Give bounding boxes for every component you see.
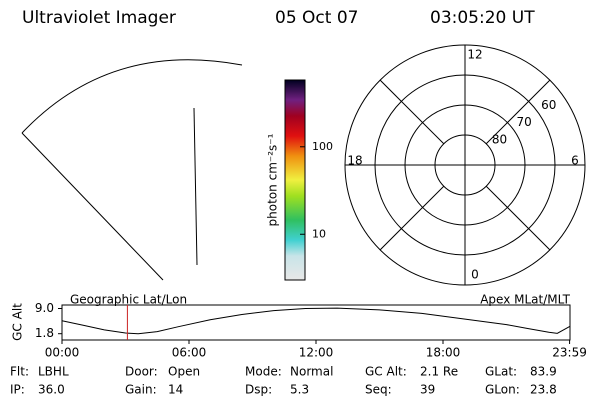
field-label: Mode: [245, 365, 282, 379]
y-tick-label: 1.8 [35, 326, 54, 340]
right-label: Apex MLat/MLT [480, 293, 570, 307]
field-value: 39 [420, 383, 435, 397]
mlt-label: 0 [471, 268, 479, 282]
field-label: Door: [125, 365, 158, 379]
diagonal [379, 79, 445, 145]
altitude-curve [61, 307, 571, 335]
field-value: 14 [168, 383, 183, 397]
field-value: 83.9 [530, 365, 557, 379]
colorbar-tick-label: 10 [312, 227, 326, 240]
mlt-label: 18 [347, 154, 362, 168]
mlt-label: 12 [467, 48, 482, 62]
lat-label: 80 [492, 132, 507, 146]
lat-ring [434, 134, 496, 196]
lat-ring [374, 74, 556, 256]
lat-label: 70 [517, 115, 532, 129]
colorbar [284, 79, 306, 281]
time: 03:05:20 UT [430, 8, 535, 28]
y-tick-label: 9.0 [35, 301, 54, 315]
x-tick-label: 18:00 [426, 346, 461, 360]
y-label: GC Alt [11, 303, 25, 341]
field-label: Gain: [125, 383, 157, 397]
field-value: Normal [290, 365, 333, 379]
field-value: Open [168, 365, 200, 379]
field-label: Seq: [365, 383, 392, 397]
timeline: Geographic Lat/Lon Apex MLat/MLT GC Alt 9.0… [11, 293, 587, 360]
footer: Flt: LBHL Door: Open Mode: Normal GC Alt: 2.1 R… [10, 365, 557, 397]
field-value: 36.0 [38, 383, 65, 397]
x-tick-label: 12:00 [299, 346, 334, 360]
diagonal [485, 79, 551, 145]
field-label: GLat: [485, 365, 517, 379]
field-label: Dsp: [245, 383, 272, 397]
field-value: LBHL [38, 365, 69, 379]
mlt-label: 6 [571, 154, 579, 168]
title: Ultraviolet Imager [22, 8, 176, 28]
field-label: GC Alt: [365, 365, 407, 379]
x-tick-label: 23:59 [552, 346, 587, 360]
scan-line [193, 107, 198, 266]
colorbar-label: photon cm⁻²s⁻¹ [266, 133, 280, 226]
lat-label: 60 [541, 98, 556, 112]
limb-edge [21, 132, 164, 281]
field-label: GLon: [485, 383, 520, 397]
date: 05 Oct 07 [275, 8, 358, 28]
field-value: 23.8 [530, 383, 557, 397]
lat-ring [404, 104, 526, 226]
image-panel [21, 59, 243, 281]
colorbar-tick-label: 100 [312, 140, 333, 153]
field-value: 2.1 Re [420, 365, 458, 379]
left-label: Geographic Lat/Lon [70, 293, 187, 307]
field-value: 5.3 [290, 383, 309, 397]
x-tick-label: 06:00 [172, 346, 207, 360]
x-tick-label: 00:00 [45, 346, 80, 360]
field-label: Flt: [10, 365, 29, 379]
diagonal [379, 185, 445, 251]
diagonal [485, 185, 551, 251]
limb-arc [21, 59, 243, 134]
field-label: IP: [10, 383, 25, 397]
